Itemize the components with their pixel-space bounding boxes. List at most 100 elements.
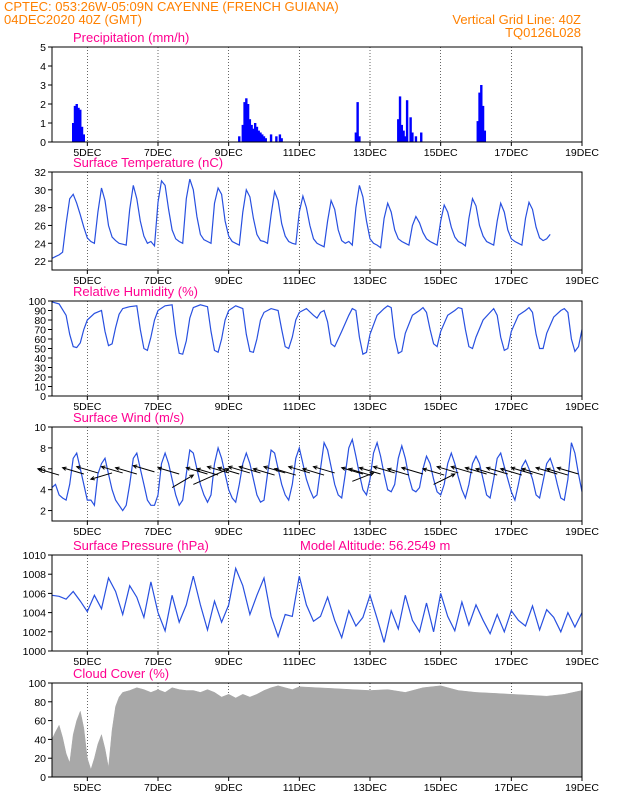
- x-tick-label: 11DEC: [283, 147, 316, 159]
- y-tick-label: 0: [40, 391, 46, 403]
- y-tick-label: 22: [34, 256, 46, 268]
- wind-arrow: [520, 467, 544, 476]
- wind-arrow-head: [75, 465, 81, 470]
- precip-bar: [77, 107, 80, 142]
- series-line: [51, 301, 583, 356]
- panel-6: 0 20 40 60 80 100 5DEC 7DEC 9DEC 11DEC 13DEC 15DEC 1…: [28, 666, 599, 794]
- precip-bar: [402, 130, 405, 142]
- wind-arrow: [75, 465, 99, 474]
- wind-arrow: [534, 466, 558, 475]
- wind-arrow: [262, 465, 286, 474]
- wind-arrow: [36, 467, 60, 476]
- wind-arrow-head: [132, 464, 138, 469]
- precip-bar: [245, 98, 248, 142]
- y-tick-label: 1006: [23, 588, 47, 600]
- panel-title: Relative Humidity (%): [73, 284, 198, 299]
- y-tick-label: 26: [34, 220, 46, 232]
- x-tick-label: 5DEC: [73, 782, 101, 794]
- precip-bar: [278, 134, 282, 142]
- panel-frame: [51, 554, 583, 652]
- x-tick-label: 13DEC: [353, 526, 387, 538]
- x-tick-label: 5DEC: [73, 401, 101, 413]
- y-tick-label: 10: [34, 382, 46, 394]
- panel-5: 1000 1002 1004 1006 1008 1010 5DEC 7DEC 9DEC 11DE…: [23, 538, 600, 668]
- precip-bar: [409, 117, 412, 142]
- wind-arrow: [340, 466, 364, 475]
- wind-arrow-shaft: [387, 468, 410, 476]
- precip-bar: [356, 102, 359, 142]
- precip-bar: [72, 123, 75, 142]
- wind-arrow-head: [36, 467, 42, 472]
- wind-arrow: [227, 465, 251, 474]
- wind-arrow: [301, 467, 325, 476]
- x-tick-label: 7DEC: [144, 147, 172, 159]
- precip-bar: [476, 121, 479, 142]
- wind-arrow-shaft: [557, 467, 579, 475]
- wind-arrow: [474, 467, 498, 476]
- wind-arrow-head: [534, 466, 541, 471]
- wind-arrow-head: [347, 467, 353, 472]
- precip-bar: [261, 134, 264, 142]
- wind-arrow-head: [386, 467, 392, 472]
- wind-arrow: [89, 472, 113, 481]
- y-tick-label: 0: [40, 772, 46, 784]
- x-tick-label: 19DEC: [565, 656, 599, 668]
- y-tick-label: 2: [40, 99, 46, 111]
- wind-arrow-head: [474, 467, 481, 472]
- wind-arrow: [556, 466, 579, 475]
- wind-arrow-shaft: [157, 467, 180, 475]
- y-tick-label: 50: [34, 344, 46, 356]
- y-tick-label: 1008: [23, 569, 47, 581]
- wind-arrow: [421, 467, 445, 476]
- wind-arrow-head: [400, 466, 406, 471]
- panel-title: Cloud Cover (%): [73, 666, 169, 681]
- x-tick-label: 15DEC: [424, 401, 458, 413]
- panel-annotation: Model Altitude: 56.2549 m: [300, 538, 450, 553]
- x-tick-label: 7DEC: [144, 401, 172, 413]
- wind-arrow: [206, 465, 229, 474]
- wind-arrow-head: [372, 465, 378, 470]
- panel-2: 22 24 26 28 30 32 5DEC 7DEC 9DEC 11DEC 13DEC 15DEC 1…: [34, 155, 599, 287]
- y-tick-label: 3: [40, 80, 46, 92]
- precip-bar: [414, 136, 418, 142]
- wind-arrow-shaft: [341, 467, 364, 475]
- precip-bar: [248, 119, 252, 142]
- precip-bar: [241, 124, 244, 142]
- x-tick-label: 13DEC: [353, 147, 387, 159]
- y-tick-label: 10: [34, 422, 46, 434]
- wind-arrow: [252, 467, 275, 476]
- precip-bar: [264, 138, 267, 142]
- x-tick-label: 11DEC: [283, 656, 316, 668]
- panel-4: 2 4 6 8 10 5DEC 7DEC 9DEC 11DEC 13DEC 15DEC 17DEC 19…: [34, 410, 599, 538]
- precip-bar: [75, 104, 78, 142]
- wind-arrow: [450, 465, 473, 474]
- x-tick-label: 7DEC: [144, 782, 172, 794]
- y-tick-label: 4: [40, 485, 46, 497]
- wind-arrow-head: [301, 467, 307, 472]
- wind-arrow: [545, 467, 569, 476]
- x-tick-label: 5DEC: [73, 147, 101, 159]
- x-tick-label: 17DEC: [494, 401, 528, 413]
- precip-bar: [481, 105, 485, 142]
- y-tick-label: 1000: [23, 646, 47, 658]
- x-tick-label: 9DEC: [215, 782, 243, 794]
- y-tick-label: 40: [34, 734, 46, 746]
- wind-arrow-shaft: [313, 466, 335, 474]
- wind-arrow-shaft: [115, 467, 137, 475]
- wind-arrow-shaft: [422, 468, 445, 476]
- y-tick-label: 30: [34, 185, 46, 197]
- wind-arrow-head: [485, 466, 491, 471]
- wind-arrow-shaft: [348, 468, 371, 476]
- x-tick-label: 11DEC: [283, 782, 316, 794]
- wind-arrow: [195, 467, 219, 476]
- x-tick-label: 17DEC: [494, 656, 528, 668]
- precip-bar: [262, 136, 266, 142]
- panel-frame: [51, 171, 583, 271]
- wind-arrow: [100, 465, 123, 474]
- wind-arrow-shaft: [433, 473, 456, 485]
- x-tick-label: 9DEC: [215, 526, 243, 538]
- precip-bar: [398, 96, 402, 142]
- x-tick-label: 5DEC: [73, 656, 101, 668]
- wind-arrow: [216, 466, 240, 475]
- wind-arrow-head: [100, 465, 106, 470]
